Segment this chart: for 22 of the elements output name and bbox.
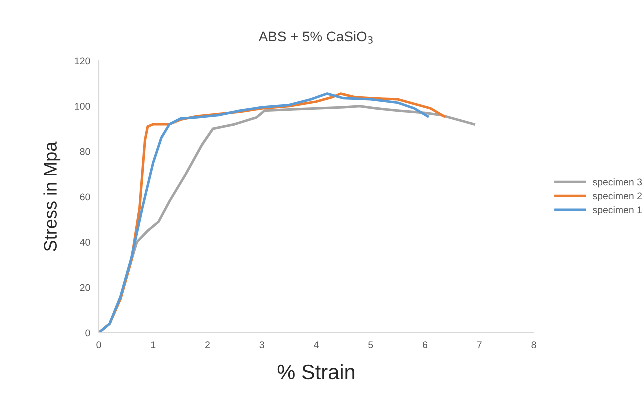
y-tick-label: 20 (80, 284, 90, 292)
x-tick-label: 0 (96, 342, 102, 348)
y-tick-label: 80 (80, 148, 90, 156)
x-axis-title: % Strain (278, 364, 355, 380)
legend-label: specimen 2 (593, 192, 642, 202)
x-tick-label: 2 (206, 342, 210, 348)
x-tick-label: 8 (532, 342, 536, 348)
legend-label: specimen 3 (593, 178, 642, 188)
x-tick-label: 1 (151, 342, 156, 348)
x-tick-label: 6 (423, 342, 428, 348)
y-tick-label: 40 (80, 239, 90, 246)
y-tick-label: 120 (75, 58, 90, 65)
x-tick-label: 4 (314, 342, 319, 348)
legend-label: specimen 1 (593, 206, 642, 216)
x-tick-label: 5 (368, 342, 374, 348)
chart-title: ABS + 5% CaSiO$_{3}$ (258, 31, 373, 44)
y-axis-title: Stress in Mpa (44, 142, 61, 252)
y-tick-label: 0 (86, 330, 90, 337)
y-tick-label: 100 (75, 103, 90, 110)
y-tick-label: 60 (80, 194, 90, 201)
x-tick-label: 3 (260, 342, 264, 348)
x-tick-label: 7 (477, 342, 482, 348)
